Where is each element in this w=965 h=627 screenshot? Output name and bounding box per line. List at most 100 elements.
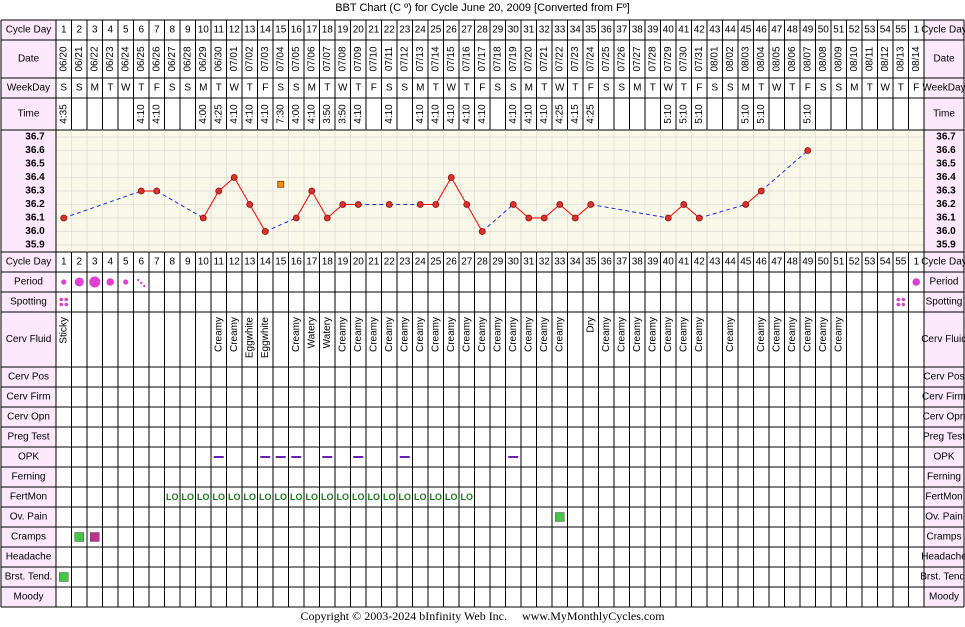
time: 4:10 [136, 104, 147, 124]
cycle-day-bottom: 29 [492, 257, 504, 268]
date: 07/05 [291, 46, 302, 71]
weekday: M [850, 83, 858, 94]
cycle-day-bottom: 5 [123, 257, 129, 268]
date: 07/27 [632, 46, 643, 71]
cycle-day-bottom: 22 [384, 257, 396, 268]
time: 5:10 [678, 104, 689, 124]
date: 08/08 [818, 46, 829, 71]
temp-line-segment [295, 190, 313, 219]
temp-point [587, 201, 595, 208]
cerv-fluid-label: Creamy [601, 317, 612, 352]
weekday: W [772, 83, 782, 94]
cycle-day-bottom: 47 [771, 257, 783, 268]
fertmon-reading: LO [352, 492, 365, 502]
weekday: M [91, 83, 99, 94]
row-label-right-time: Time [933, 109, 955, 120]
cycle-day-bottom: 45 [740, 257, 752, 268]
cycle-day: 2 [76, 25, 82, 36]
time: 5:10 [663, 104, 674, 124]
row-label-right-cerv_pos: Cerv Pos [923, 372, 964, 383]
cycle-day: 17 [306, 25, 318, 36]
fertmon-reading: LO [399, 492, 412, 502]
cycle-day: 47 [771, 25, 783, 36]
cycle-day: 5 [123, 25, 129, 36]
cerv-fluid-label: Creamy [616, 317, 627, 352]
cycle-day: 3 [92, 25, 98, 36]
row-label-weekday: WeekDay [7, 83, 50, 94]
chart-title: BBT Chart (C º) for Cycle June 20, 2009 … [335, 2, 630, 14]
site-link[interactable]: www.MyMonthlyCycles.com [522, 609, 665, 623]
breast-tenderness-marker [59, 572, 69, 582]
time: 4:00 [198, 104, 209, 124]
cerv-fluid-label: Creamy [492, 317, 503, 352]
date: 08/03 [740, 46, 751, 71]
fertmon-reading: LO [321, 492, 334, 502]
weekday: M [308, 83, 316, 94]
weekday: W [338, 83, 348, 94]
temp-point [60, 214, 68, 222]
period-marker [106, 278, 115, 286]
temp-point [261, 228, 269, 235]
cerv-fluid-label: Creamy [446, 317, 457, 352]
cycle-day: 52 [849, 25, 861, 36]
date: 08/09 [833, 46, 844, 71]
temp-point [199, 214, 207, 222]
time: 4:10 [260, 104, 271, 124]
temp-gap-segment [699, 204, 746, 219]
date: 08/14 [911, 46, 922, 71]
weekday: T [541, 83, 547, 94]
date: 07/22 [554, 46, 565, 71]
cerv-fluid-label: Creamy [694, 317, 705, 352]
temp-point [323, 214, 331, 222]
weekday: S [727, 83, 734, 94]
temp-axis-label: 36.0 [25, 226, 45, 237]
cerv-fluid-label: Creamy [415, 317, 426, 352]
date: 08/01 [709, 46, 720, 71]
date: 07/30 [678, 46, 689, 71]
date: 07/19 [508, 46, 519, 71]
cycle-day-bottom: 49 [802, 257, 814, 268]
cerv-fluid-label: Eggwhite [260, 317, 271, 359]
temp-point [230, 174, 238, 181]
fertmon-reading: LO [259, 492, 272, 502]
temp-axis-label-right: 36.1 [936, 213, 956, 224]
weekday: W [447, 83, 457, 94]
temp-axis-label-right: 36.0 [936, 226, 956, 237]
temp-axis-label: 36.3 [25, 186, 45, 197]
date: 08/11 [864, 46, 875, 71]
date: 07/20 [523, 46, 534, 71]
weekday: S [603, 83, 610, 94]
date: 08/06 [787, 46, 798, 71]
weekday: F [154, 83, 160, 94]
row-label-right-weekday: WeekDay [922, 83, 965, 94]
weekday: W [121, 83, 131, 94]
cycle-day-bottom: 35 [585, 257, 597, 268]
temp-point [339, 201, 347, 208]
temp-line-segment [233, 177, 251, 205]
cycle-day: 11 [214, 25, 225, 36]
cycle-day-bottom: 51 [833, 257, 845, 268]
temp-point [432, 201, 440, 208]
time: 4:35 [58, 104, 69, 124]
time: 4:10 [523, 104, 534, 124]
footer: Copyright © 2003-2024 bInfinity Web Inc.… [0, 609, 965, 624]
row-label-cycle_day: Cycle Day [6, 25, 52, 36]
cerv-fluid-label: Creamy [399, 317, 410, 352]
cycle-day: 22 [384, 25, 396, 36]
cycle-day-bottom: 20 [353, 257, 365, 268]
temp-line-segment [450, 177, 468, 205]
spotting-dot [59, 302, 64, 307]
fertmon-reading: LO [166, 492, 179, 502]
weekday: F [588, 83, 594, 94]
date: 06/25 [136, 46, 147, 71]
cycle-day-bottom: 10 [198, 257, 210, 268]
temp-line-segment [543, 204, 561, 219]
date: 07/15 [446, 46, 457, 71]
temp-point [246, 201, 254, 208]
cycle-day-bottom: 40 [663, 257, 675, 268]
weekday: W [664, 83, 674, 94]
period-spot [143, 284, 146, 288]
temp-point [757, 187, 765, 195]
row-label-right-opk: OPK [933, 452, 954, 463]
